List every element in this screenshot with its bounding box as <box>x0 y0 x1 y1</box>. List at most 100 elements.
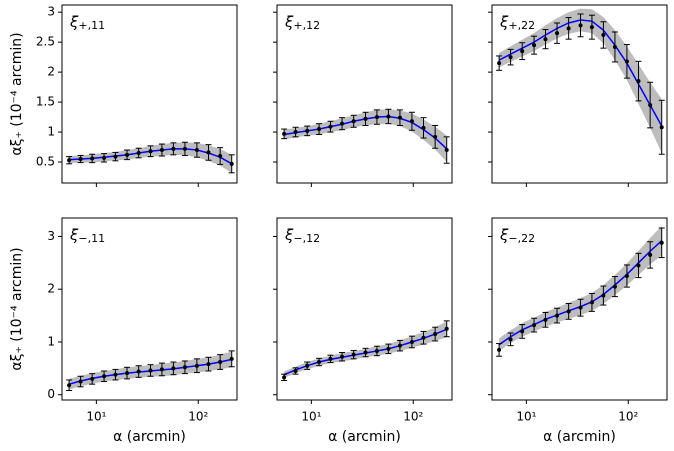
data-point <box>305 128 310 133</box>
data-point <box>218 154 223 159</box>
title-symbol: ξ <box>69 13 79 31</box>
data-point <box>409 339 414 344</box>
y-tick-label: 2.5 <box>36 35 55 49</box>
x-axis-label: α (arcmin) <box>543 429 616 445</box>
data-point <box>113 372 118 377</box>
data-point <box>282 131 287 136</box>
data-point <box>444 326 449 331</box>
data-point <box>78 157 83 162</box>
data-point <box>113 154 118 159</box>
data-point <box>433 134 438 139</box>
title-subscript: +,22 <box>508 19 535 32</box>
data-point <box>328 356 333 361</box>
panel-frame <box>61 4 238 184</box>
title-symbol: ξ <box>284 226 294 244</box>
data-point <box>386 346 391 351</box>
data-point <box>293 368 298 373</box>
x-axis-label: α (arcmin) <box>113 429 186 445</box>
confidence-band <box>284 109 447 163</box>
panel-title: ξ+,22 <box>499 13 535 33</box>
confidence-band <box>499 225 662 351</box>
data-point <box>589 300 594 305</box>
data-point <box>218 360 223 365</box>
panel-title: ξ+,12 <box>284 13 320 33</box>
y-axis-label: αξ₊ (10⁻⁴ arcmin) <box>9 247 25 370</box>
data-point <box>421 335 426 340</box>
panel-frame <box>491 4 668 184</box>
data-point <box>433 332 438 337</box>
title-symbol: ξ <box>499 13 509 31</box>
data-point <box>520 329 525 334</box>
data-point <box>444 148 449 153</box>
data-point <box>497 347 502 352</box>
data-point <box>520 49 525 54</box>
data-point <box>636 263 641 268</box>
y-axis-label: αξ₊ (10⁻⁴ arcmin) <box>9 32 25 155</box>
panel-title: ξ−,11 <box>69 226 105 246</box>
data-point <box>532 43 537 48</box>
data-point <box>648 252 653 257</box>
data-point <box>229 356 234 361</box>
title-subscript: −,22 <box>508 232 535 245</box>
title-subscript: +,12 <box>293 19 320 32</box>
data-point <box>421 125 426 130</box>
data-point <box>532 323 537 328</box>
title-symbol: ξ <box>499 226 509 244</box>
data-point <box>543 37 548 42</box>
data-point <box>340 354 345 359</box>
y-tick-label: 0.5 <box>36 155 55 169</box>
data-point <box>363 350 368 355</box>
data-point <box>409 119 414 124</box>
data-point <box>397 115 402 120</box>
data-point <box>374 348 379 353</box>
y-tick-label: 0 <box>47 387 55 401</box>
title-symbol: ξ <box>284 13 294 31</box>
confidence-band <box>499 8 662 154</box>
data-point <box>136 369 141 374</box>
data-point <box>182 365 187 370</box>
data-point <box>206 362 211 367</box>
data-point <box>159 148 164 153</box>
data-point <box>612 44 617 49</box>
data-point <box>624 59 629 64</box>
data-point <box>125 152 130 157</box>
data-point <box>659 240 664 245</box>
data-point <box>171 146 176 151</box>
y-tick-label: 2 <box>47 282 55 296</box>
panel-title: ξ−,22 <box>499 226 535 246</box>
data-point <box>78 379 83 384</box>
data-point <box>194 148 199 153</box>
data-point <box>363 116 368 121</box>
data-point <box>555 31 560 36</box>
x-tick-label: 10¹ <box>86 410 106 424</box>
data-point <box>497 61 502 66</box>
data-point <box>601 293 606 298</box>
data-point <box>397 343 402 348</box>
data-point <box>171 366 176 371</box>
data-point <box>648 103 653 108</box>
x-tick-label: 10² <box>188 410 208 424</box>
data-point <box>317 360 322 365</box>
title-symbol: ξ <box>69 226 79 244</box>
data-point <box>194 363 199 368</box>
y-tick-label: 1 <box>47 334 55 348</box>
data-point <box>601 32 606 37</box>
x-tick-label: 10¹ <box>301 410 321 424</box>
title-subscript: −,12 <box>293 232 320 245</box>
data-point <box>555 313 560 318</box>
panel-frame <box>61 217 238 401</box>
panel-frame <box>276 4 453 184</box>
title-subscript: −,11 <box>78 232 105 245</box>
data-point <box>125 371 130 376</box>
data-point <box>589 25 594 30</box>
data-point <box>282 375 287 380</box>
data-point <box>293 130 298 135</box>
data-point <box>566 309 571 314</box>
x-tick-label: 10² <box>618 410 638 424</box>
data-point <box>374 115 379 120</box>
panel-frame <box>491 217 668 401</box>
data-point <box>67 158 72 163</box>
panel-title: ξ+,11 <box>69 13 105 33</box>
data-point <box>102 155 107 160</box>
